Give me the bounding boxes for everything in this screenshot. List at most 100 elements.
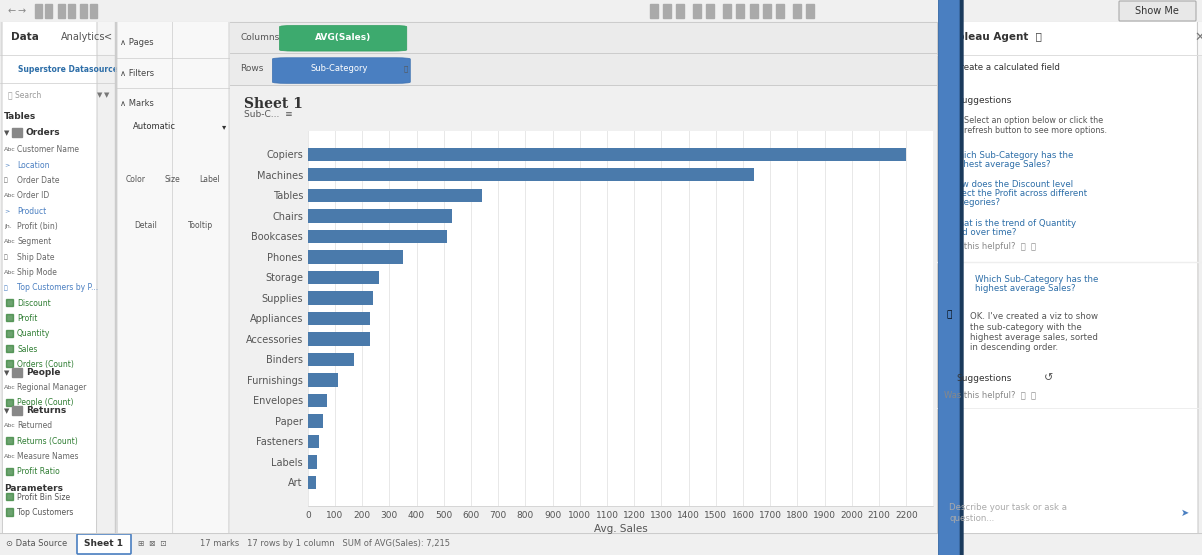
FancyBboxPatch shape [941, 0, 1198, 555]
Text: 🔧: 🔧 [403, 65, 407, 72]
Text: 🔗: 🔗 [4, 285, 7, 290]
Bar [6, 437, 13, 444]
Text: 17 marks   17 rows by 1 column   SUM of AVG(Sales): 7,215: 17 marks 17 rows by 1 column SUM of AVG(… [200, 539, 450, 548]
Text: Data: Data [11, 32, 40, 42]
Bar [308, 168, 754, 181]
Text: •  Create a calculated field: • Create a calculated field [944, 63, 1060, 73]
Bar [230, 22, 938, 53]
Text: Automatic: Automatic [133, 122, 175, 131]
Bar [58, 22, 115, 55]
Text: refresh button to see more options.: refresh button to see more options. [964, 127, 1107, 135]
Bar [308, 209, 452, 223]
Text: Abc: Abc [4, 147, 16, 152]
Bar [676, 4, 684, 18]
Circle shape [939, 0, 963, 555]
Text: OK. I've created a viz to show: OK. I've created a viz to show [970, 312, 1097, 321]
Bar [722, 4, 731, 18]
Bar [308, 312, 370, 325]
Bar [6, 508, 13, 516]
Text: Abc: Abc [4, 385, 16, 390]
Bar [6, 330, 13, 337]
Text: What is the trend of Quantity: What is the trend of Quantity [950, 219, 1076, 228]
FancyBboxPatch shape [963, 0, 1196, 555]
Text: ▼: ▼ [105, 92, 109, 98]
Text: Profit: Profit [17, 314, 37, 323]
Bar [694, 4, 701, 18]
Text: Sheet 1: Sheet 1 [244, 97, 303, 111]
FancyBboxPatch shape [1031, 0, 1067, 555]
Text: Describe your task or ask a: Describe your task or ask a [950, 503, 1067, 512]
Text: People (Count): People (Count) [17, 398, 73, 407]
Bar [308, 455, 317, 468]
Circle shape [939, 0, 959, 555]
Text: Profit Bin Size: Profit Bin Size [17, 493, 70, 502]
Text: Categories?: Categories? [950, 198, 1001, 206]
FancyBboxPatch shape [1119, 1, 1196, 21]
Text: Profit Ratio: Profit Ratio [17, 467, 60, 476]
Text: 🔍 Search: 🔍 Search [8, 90, 41, 99]
Text: Quantity: Quantity [17, 329, 50, 338]
Bar [35, 4, 42, 18]
Text: Orders (Count): Orders (Count) [17, 360, 73, 369]
FancyBboxPatch shape [273, 58, 410, 83]
Bar [308, 148, 906, 161]
Text: the sub-category with the: the sub-category with the [970, 322, 1082, 331]
FancyBboxPatch shape [77, 534, 131, 554]
Text: 🤖: 🤖 [946, 311, 952, 320]
Text: <: < [105, 32, 112, 42]
FancyBboxPatch shape [190, 0, 228, 555]
Text: Analytics: Analytics [60, 32, 105, 42]
Bar [308, 414, 322, 427]
Text: highest average sales, sorted: highest average sales, sorted [970, 333, 1097, 342]
Text: Color: Color [126, 175, 145, 184]
Text: Columns: Columns [240, 33, 280, 42]
Bar [6, 314, 13, 321]
Text: Sub-Category: Sub-Category [311, 64, 368, 73]
Text: Ship Date: Ship Date [17, 253, 54, 261]
Text: Customer Name: Customer Name [17, 145, 79, 154]
Text: Product: Product [17, 206, 46, 215]
Bar [308, 435, 319, 448]
Bar [938, 22, 1202, 55]
Text: Abc: Abc [4, 454, 16, 459]
Text: ∧ Pages: ∧ Pages [120, 38, 154, 47]
Bar [230, 53, 938, 84]
Text: 🤖: 🤖 [946, 123, 952, 132]
Text: Sheet 1: Sheet 1 [84, 539, 124, 548]
Text: >: > [4, 209, 10, 214]
FancyBboxPatch shape [154, 0, 191, 555]
Bar [308, 271, 379, 284]
Bar [776, 4, 784, 18]
Text: ▾: ▾ [222, 122, 226, 131]
Text: affect the Profit across different: affect the Profit across different [950, 189, 1087, 198]
Bar [90, 4, 97, 18]
Text: Returns: Returns [26, 406, 66, 415]
Bar [308, 393, 327, 407]
Bar [69, 4, 75, 18]
Text: >: > [4, 163, 10, 168]
FancyBboxPatch shape [944, 0, 1025, 555]
Bar [736, 4, 744, 18]
Text: Tableau Agent  ⓘ: Tableau Agent ⓘ [944, 32, 1042, 42]
Bar [44, 4, 52, 18]
Text: ←: ← [8, 6, 16, 16]
Text: Label: Label [198, 175, 220, 184]
Text: Ship Mode: Ship Mode [17, 268, 56, 277]
Text: Suggestions: Suggestions [957, 95, 1012, 105]
Text: question...: question... [950, 514, 994, 523]
Bar [763, 4, 770, 18]
Bar [750, 4, 758, 18]
Text: Tables: Tables [4, 112, 36, 121]
Bar [58, 4, 65, 18]
Bar [6, 398, 13, 406]
Text: Returns (Count): Returns (Count) [17, 437, 78, 446]
Text: Was this helpful?  👍  👎: Was this helpful? 👍 👎 [944, 391, 1036, 400]
Text: ↺: ↺ [1045, 373, 1054, 383]
FancyBboxPatch shape [117, 0, 155, 555]
Text: Size: Size [165, 175, 180, 184]
FancyBboxPatch shape [944, 0, 1196, 555]
Text: Segment: Segment [17, 237, 52, 246]
Text: sold over time?: sold over time? [950, 228, 1017, 237]
Text: ➤: ➤ [1180, 508, 1189, 518]
Bar [121, 122, 129, 130]
